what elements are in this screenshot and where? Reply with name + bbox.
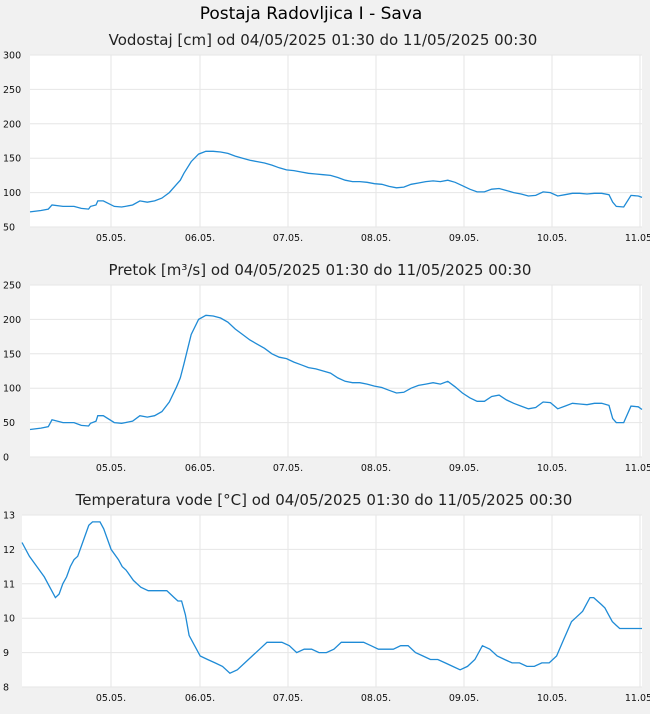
water-temperature-x-tick-label: 09.05.: [449, 693, 479, 704]
discharge-chart-title: Pretok [m³/s] od 04/05/2025 01:30 do 11/…: [109, 261, 532, 279]
water-temperature-x-tick-label: 08.05.: [361, 693, 391, 704]
water-temperature-x-tick-label: 11.05.: [625, 693, 650, 704]
discharge-x-tick-label: 10.05.: [537, 463, 567, 474]
water-temperature-y-tick-label: 9: [3, 648, 9, 659]
discharge-x-tick-label: 09.05.: [449, 463, 479, 474]
water-temperature-plot-area: [22, 515, 642, 687]
water-level-y-tick-label: 200: [3, 119, 21, 130]
water-level-y-tick-label: 250: [3, 85, 21, 96]
water-level-x-tick-label: 08.05.: [361, 233, 391, 244]
water-level-y-tick-label: 300: [3, 51, 21, 62]
water-level-chart-title: Vodostaj [cm] od 04/05/2025 01:30 do 11/…: [109, 31, 538, 49]
discharge-y-tick-label: 200: [3, 315, 21, 326]
water-level-x-tick-label: 10.05.: [537, 233, 567, 244]
water-level-chart: Vodostaj [cm] od 04/05/2025 01:30 do 11/…: [3, 31, 650, 244]
water-temperature-x-tick-label: 05.05.: [96, 693, 126, 704]
water-level-y-tick-label: 50: [3, 223, 15, 234]
discharge-y-tick-label: 0: [3, 453, 9, 464]
water-level-x-tick-label: 06.05.: [185, 233, 215, 244]
water-level-series-line: [29, 150, 643, 213]
discharge-x-tick-label: 08.05.: [361, 463, 391, 474]
water-level-x-tick-label: 11.05.: [625, 233, 650, 244]
water-temperature-y-tick-label: 8: [3, 683, 9, 694]
water-level-x-tick-label: 09.05.: [449, 233, 479, 244]
discharge-y-tick-label: 250: [3, 281, 21, 292]
water-level-plot-area: [30, 55, 642, 227]
discharge-x-tick-label: 11.05.: [625, 463, 650, 474]
water-temperature-y-tick-label: 13: [3, 511, 15, 522]
water-temperature-y-tick-label: 10: [3, 614, 15, 625]
water-temperature-x-tick-label: 10.05.: [537, 693, 567, 704]
water-temperature-x-tick-label: 06.05.: [185, 693, 215, 704]
water-level-x-tick-label: 05.05.: [96, 233, 126, 244]
water-temperature-y-tick-label: 11: [3, 579, 15, 590]
discharge-x-tick-label: 05.05.: [96, 463, 126, 474]
discharge-chart: Pretok [m³/s] od 04/05/2025 01:30 do 11/…: [3, 261, 650, 474]
discharge-y-tick-label: 50: [3, 418, 15, 429]
discharge-y-tick-label: 100: [3, 384, 21, 395]
page-title: Postaja Radovljica I - Sava: [200, 4, 423, 24]
discharge-series-line: [29, 314, 643, 431]
water-temperature-y-tick-label: 12: [3, 545, 15, 556]
discharge-y-tick-label: 150: [3, 349, 21, 360]
water-level-y-tick-label: 150: [3, 154, 21, 165]
water-level-y-tick-label: 100: [3, 188, 21, 199]
water-temperature-x-tick-label: 07.05.: [273, 693, 303, 704]
water-temperature-chart-title: Temperatura vode [°C] od 04/05/2025 01:3…: [75, 491, 573, 509]
water-level-x-tick-label: 07.05.: [273, 233, 303, 244]
discharge-plot-area: [30, 285, 642, 457]
water-temperature-chart: Temperatura vode [°C] od 04/05/2025 01:3…: [3, 491, 650, 704]
discharge-x-tick-label: 07.05.: [273, 463, 303, 474]
discharge-x-tick-label: 06.05.: [185, 463, 215, 474]
water-temperature-series-line: [21, 521, 642, 674]
